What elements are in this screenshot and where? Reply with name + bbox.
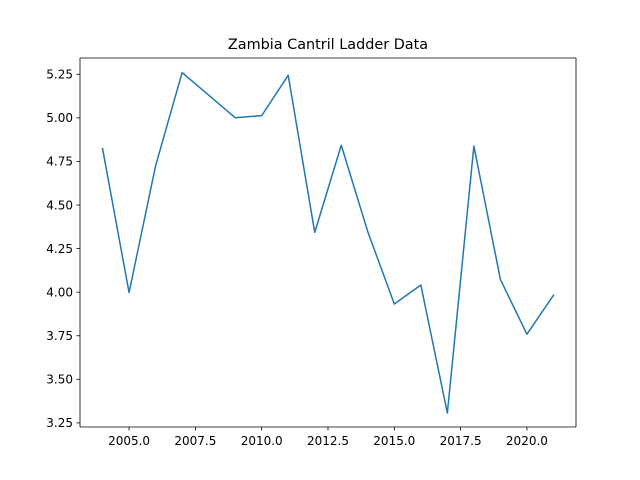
data-point: [128, 292, 130, 294]
y-tick-label: 3.50: [46, 373, 73, 387]
data-point: [102, 148, 104, 150]
y-tick-label: 3.25: [46, 416, 73, 430]
x-tick-label: 2012.5: [307, 434, 349, 448]
data-point: [314, 231, 316, 233]
y-tick-label: 4.25: [46, 242, 73, 256]
data-point: [473, 145, 475, 147]
data-point: [287, 74, 289, 76]
data-point: [393, 303, 395, 305]
x-tick-label: 2007.5: [174, 434, 216, 448]
x-tick-label: 2005.0: [108, 434, 150, 448]
data-point: [446, 412, 448, 414]
data-point: [526, 333, 528, 335]
y-tick-label: 5.00: [46, 111, 73, 125]
y-tick-label: 3.75: [46, 329, 73, 343]
plot-area: 2005.0 2007.5 2010.0 2012.5 2015.0 2017.5 2020…: [46, 57, 577, 448]
x-tick-label: 2010.0: [241, 434, 283, 448]
data-point: [155, 165, 157, 167]
y-tick-label: 4.75: [46, 155, 73, 169]
x-tick-label: 2017.5: [440, 434, 482, 448]
y-tick-label: 5.25: [46, 68, 73, 82]
y-tick-label: 4.00: [46, 285, 73, 299]
x-tick-label: 2020.0: [506, 434, 548, 448]
data-point: [340, 144, 342, 146]
data-point: [261, 115, 263, 117]
data-point: [499, 278, 501, 280]
chart-title: Zambia Cantril Ladder Data: [228, 37, 428, 53]
data-point: [234, 117, 236, 119]
data-point: [552, 294, 554, 296]
data-point: [367, 231, 369, 233]
data-point: [420, 284, 422, 286]
y-tick-label: 4.50: [46, 198, 73, 212]
series-line-0: [101, 71, 555, 414]
data-point: [181, 72, 183, 74]
x-tick-label: 2015.0: [373, 434, 415, 448]
